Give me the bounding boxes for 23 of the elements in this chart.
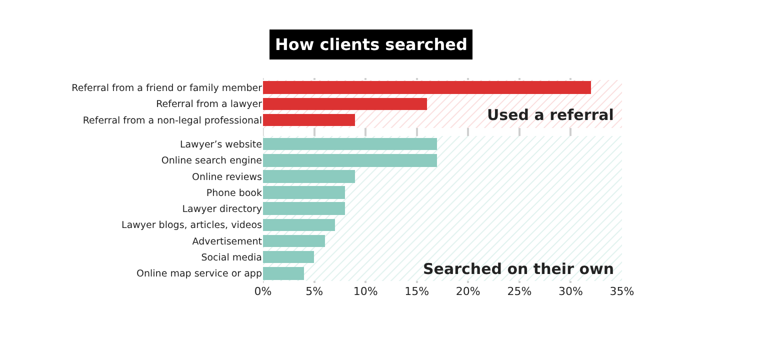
y-tick-label: Online search engine	[161, 156, 262, 167]
x-tick-label: 20%	[456, 285, 480, 298]
band-label: Used a referral	[487, 106, 614, 124]
y-tick-label: Online map service or app	[136, 268, 262, 280]
y-tick-label: Phone book	[206, 188, 262, 199]
x-tick-label: 15%	[404, 285, 430, 298]
y-tick-label: Lawyer’s website	[180, 140, 262, 151]
y-tick-label: Advertisement	[192, 236, 262, 248]
y-tick-label: Lawyer directory	[182, 204, 262, 216]
x-tick-label: 25%	[507, 285, 532, 298]
chart-title: How clients searched	[275, 35, 468, 54]
x-tick-label: 5%	[306, 285, 324, 298]
y-tick-label: Lawyer blogs, articles, videos	[122, 220, 262, 232]
y-tick-label: Referral from a lawyer	[156, 99, 262, 110]
x-tick-label: 35%	[610, 285, 634, 298]
band-label: Searched on their own	[423, 260, 614, 278]
y-tick-label: Social media	[201, 252, 262, 264]
y-tick-label: Referral from a friend or family member	[72, 83, 262, 94]
x-tick-label: 0%	[254, 285, 272, 298]
y-tick-label: Referral from a non-legal professional	[82, 115, 262, 126]
x-tick-label: 30%	[558, 285, 583, 298]
y-tick-label: Online reviews	[192, 172, 262, 183]
x-tick-label: 10%	[353, 285, 378, 298]
